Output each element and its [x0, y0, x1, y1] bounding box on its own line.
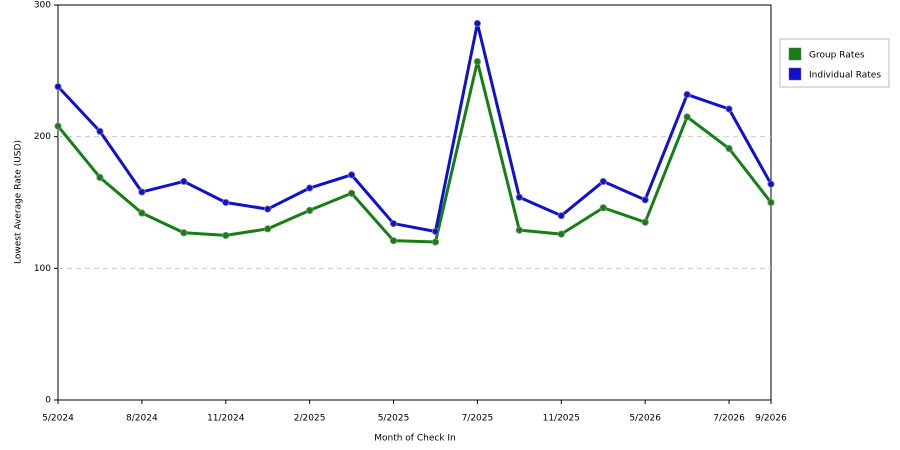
- data-point: [347, 189, 356, 197]
- data-point: [767, 198, 775, 207]
- data-point: [138, 209, 146, 217]
- x-tick-label: 8/2024: [126, 414, 158, 424]
- data-point: [222, 198, 230, 207]
- x-tick-label: 11/2024: [207, 414, 245, 424]
- y-tick-label: 0: [45, 396, 51, 406]
- data-point: [431, 238, 440, 246]
- x-tick-label: 5/2024: [42, 414, 74, 424]
- data-point: [641, 196, 649, 204]
- data-point: [180, 229, 188, 237]
- data-point: [347, 171, 356, 179]
- data-point: [725, 105, 733, 113]
- x-tick-label: 9/2026: [755, 414, 787, 424]
- data-point: [264, 205, 272, 213]
- data-point: [767, 180, 775, 188]
- data-point: [641, 218, 649, 226]
- data-point: [389, 237, 398, 245]
- legend-label: Individual Rates: [809, 71, 881, 81]
- data-point: [431, 227, 440, 236]
- x-tick-label: 7/2026: [713, 414, 745, 424]
- y-tick-label: 200: [34, 132, 51, 142]
- series-line: [56, 60, 773, 244]
- data-point: [306, 184, 314, 192]
- legend: Group Rates Individual Rates: [779, 38, 890, 88]
- data-point: [599, 204, 607, 212]
- data-point: [54, 83, 62, 91]
- data-point: [557, 230, 565, 238]
- plot-area: [57, 4, 772, 401]
- y-tick-label: 100: [34, 264, 51, 274]
- data-point: [683, 90, 691, 99]
- data-point: [599, 177, 607, 186]
- x-tick-label: 11/2025: [543, 414, 580, 424]
- data-point: [389, 219, 398, 228]
- y-axis-title: Lowest Average Rate (USD): [14, 140, 24, 264]
- x-tick-label: 5/2026: [629, 414, 661, 424]
- data-point: [96, 173, 104, 182]
- data-point: [222, 231, 230, 240]
- y-tick-label: 300: [34, 1, 51, 11]
- data-point: [683, 113, 691, 121]
- data-point: [138, 188, 146, 196]
- data-point: [264, 225, 272, 233]
- x-tick-label: 2/2025: [294, 414, 326, 424]
- data-point: [473, 58, 482, 66]
- x-tick-label: 5/2025: [378, 414, 410, 424]
- data-point: [515, 226, 523, 234]
- data-point: [557, 212, 565, 220]
- legend-label: Group Rates: [809, 51, 865, 61]
- x-tick-label: 7/2025: [462, 414, 494, 424]
- x-axis-title: Month of Check In: [374, 434, 456, 444]
- data-point: [54, 122, 62, 130]
- data-point: [725, 144, 733, 153]
- legend-swatch: [788, 47, 802, 61]
- data-point: [306, 206, 314, 214]
- legend-swatch: [788, 67, 802, 81]
- data-point: [96, 127, 104, 135]
- data-point: [180, 177, 188, 186]
- legend-box: [779, 38, 890, 88]
- data-point: [515, 193, 523, 201]
- series-line: [56, 21, 773, 233]
- data-point: [473, 19, 482, 28]
